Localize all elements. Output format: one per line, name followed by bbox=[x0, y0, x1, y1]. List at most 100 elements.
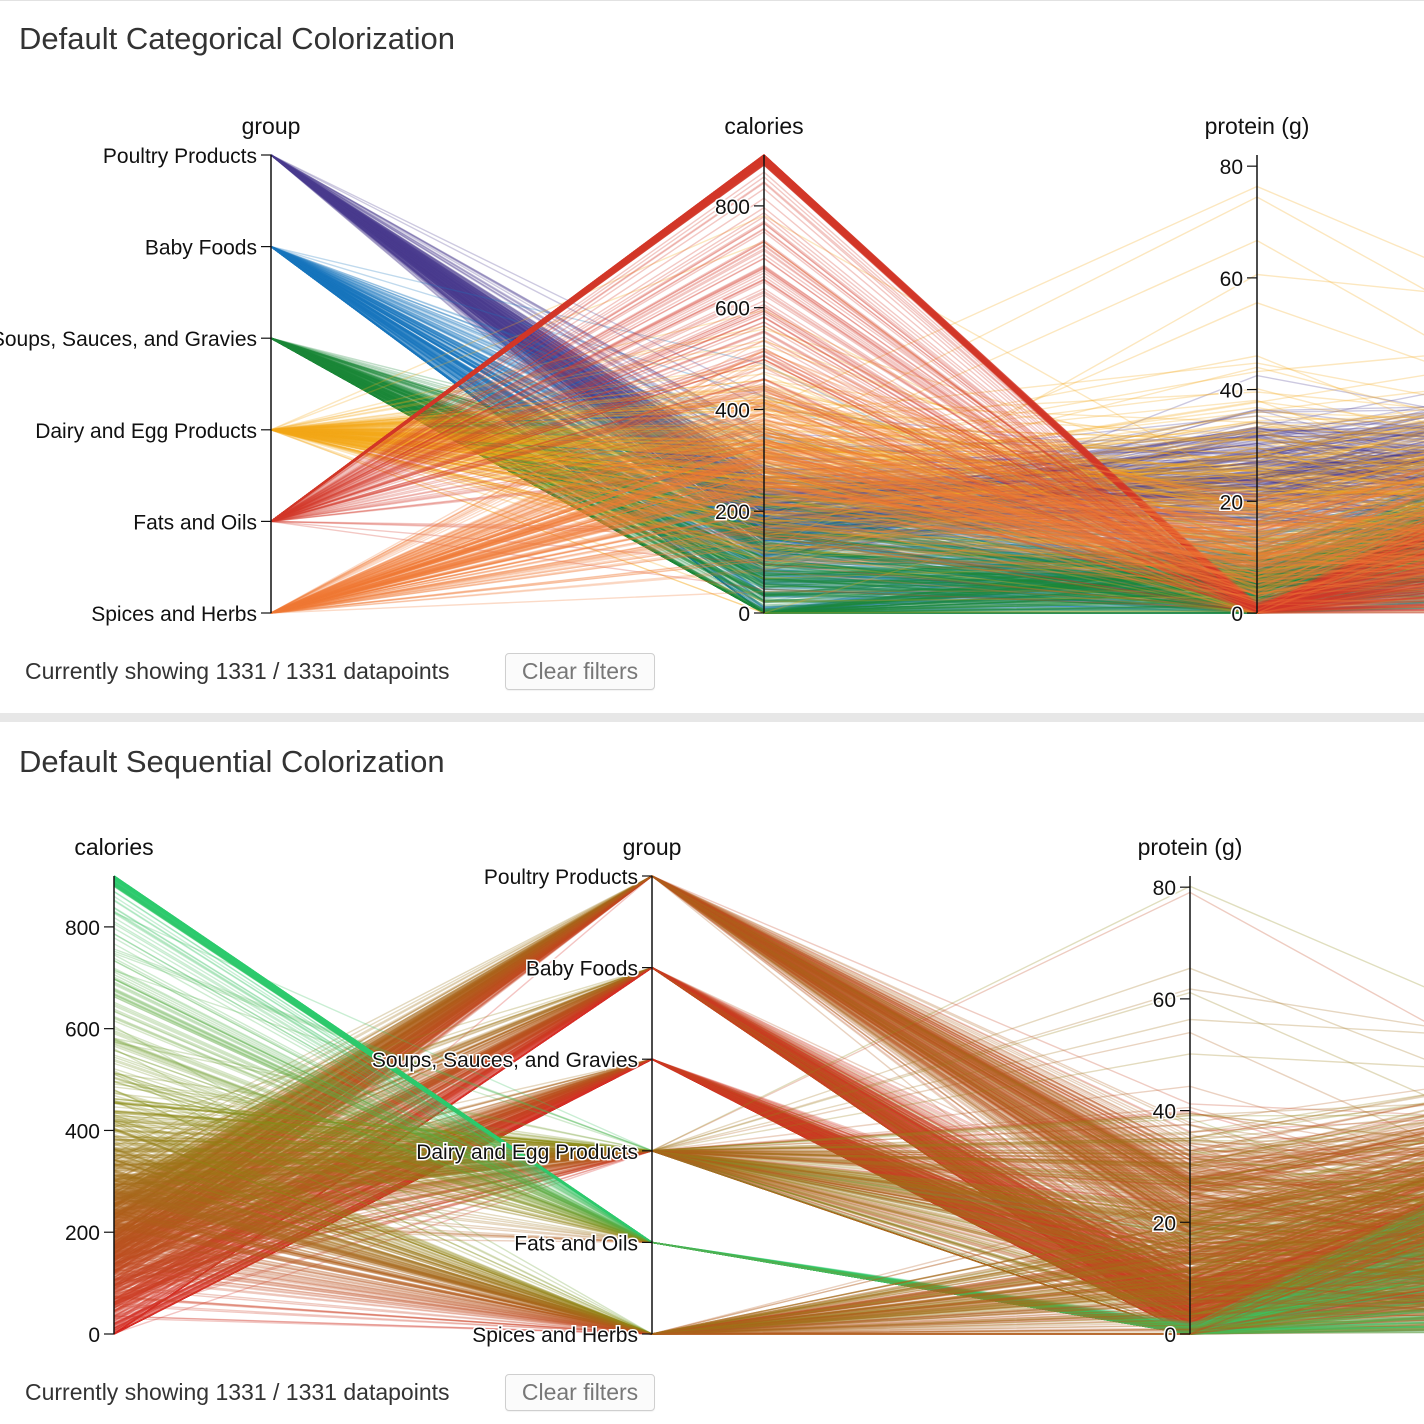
data-line bbox=[113, 1206, 1424, 1335]
data-line bbox=[270, 441, 1424, 614]
data-line bbox=[270, 337, 1424, 589]
data-line bbox=[113, 1058, 1424, 1335]
data-line bbox=[270, 246, 1424, 610]
axis-title[interactable]: group bbox=[623, 834, 682, 860]
data-line bbox=[270, 441, 1424, 614]
data-line bbox=[270, 246, 1424, 578]
data-line bbox=[270, 227, 1424, 613]
data-line bbox=[113, 1172, 1424, 1335]
data-line bbox=[113, 885, 1424, 1332]
clear-filters-button[interactable]: Clear filters bbox=[505, 1374, 655, 1411]
data-line bbox=[270, 154, 1424, 538]
data-line bbox=[270, 429, 1424, 538]
data-line bbox=[113, 966, 1424, 1335]
tick-label: Fats and Oils bbox=[514, 1232, 638, 1255]
data-line bbox=[113, 1136, 1424, 1244]
data-line bbox=[270, 464, 1424, 611]
data-line bbox=[270, 377, 1424, 608]
data-line bbox=[270, 246, 1424, 585]
data-line bbox=[113, 1100, 1424, 1181]
data-line bbox=[270, 429, 1424, 498]
data-line bbox=[113, 1230, 1424, 1335]
data-line bbox=[113, 1058, 1424, 1335]
data-line bbox=[270, 337, 1424, 609]
data-line bbox=[270, 245, 1424, 614]
data-line bbox=[113, 1058, 1424, 1317]
data-line bbox=[270, 245, 1424, 573]
axis-title[interactable]: calories bbox=[74, 834, 153, 860]
data-line bbox=[270, 502, 1424, 614]
clear-filters-button[interactable]: Clear filters bbox=[505, 653, 655, 690]
data-line bbox=[113, 1135, 1424, 1265]
data-line bbox=[270, 246, 1424, 612]
data-line bbox=[113, 1058, 1424, 1335]
data-line bbox=[270, 245, 1424, 541]
data-line bbox=[270, 246, 1424, 565]
data-line bbox=[270, 231, 1424, 614]
data-line bbox=[270, 337, 1424, 614]
data-line bbox=[113, 1058, 1424, 1335]
data-line bbox=[113, 875, 1424, 1216]
data-line bbox=[270, 472, 1424, 614]
data-line bbox=[270, 246, 1424, 579]
axis-title[interactable]: calories bbox=[724, 113, 803, 139]
data-line bbox=[113, 966, 1424, 1329]
data-line bbox=[270, 245, 1424, 598]
data-line bbox=[270, 477, 1424, 614]
data-line bbox=[113, 1058, 1424, 1319]
data-line bbox=[113, 1163, 1424, 1335]
data-line bbox=[113, 989, 1424, 1332]
data-line bbox=[113, 966, 1424, 1315]
data-line bbox=[113, 875, 1424, 1229]
data-line bbox=[113, 1058, 1424, 1307]
data-line bbox=[270, 154, 1424, 527]
data-line bbox=[113, 1124, 1424, 1200]
data-line bbox=[113, 880, 1424, 1333]
data-line bbox=[270, 412, 1424, 614]
data-line bbox=[270, 337, 1424, 577]
data-line bbox=[113, 875, 1424, 1232]
axis-title[interactable]: group bbox=[242, 113, 301, 139]
data-line bbox=[113, 878, 1424, 1329]
data-line bbox=[270, 406, 1424, 556]
data-line bbox=[113, 875, 1424, 1239]
axis-title[interactable]: protein (g) bbox=[1205, 113, 1310, 139]
data-line bbox=[270, 246, 1424, 608]
data-line bbox=[270, 429, 1424, 576]
data-line bbox=[113, 1135, 1424, 1335]
axis-title[interactable]: protein (g) bbox=[1138, 834, 1243, 860]
data-line bbox=[113, 967, 1424, 1331]
data-line bbox=[270, 245, 1424, 570]
data-line bbox=[270, 450, 1424, 614]
data-line bbox=[270, 245, 1424, 579]
data-line bbox=[113, 1150, 1424, 1290]
data-line bbox=[113, 966, 1424, 1308]
data-line bbox=[113, 966, 1424, 1242]
data-line bbox=[270, 159, 1424, 614]
data-line bbox=[270, 495, 1424, 614]
data-line bbox=[113, 1231, 1424, 1335]
data-line bbox=[113, 1150, 1424, 1335]
data-line bbox=[270, 337, 1424, 585]
data-line bbox=[113, 912, 1424, 1332]
data-line bbox=[113, 1058, 1424, 1335]
data-line bbox=[113, 875, 1424, 1231]
data-line bbox=[113, 890, 1424, 1334]
data-line bbox=[113, 1071, 1424, 1335]
data-line bbox=[270, 337, 1424, 596]
data-line bbox=[113, 966, 1424, 1307]
data-line bbox=[270, 154, 1424, 538]
data-line bbox=[113, 875, 1424, 1335]
data-line bbox=[270, 423, 1424, 453]
data-line bbox=[270, 154, 1424, 537]
data-line bbox=[270, 154, 1424, 502]
data-line bbox=[113, 1150, 1424, 1325]
